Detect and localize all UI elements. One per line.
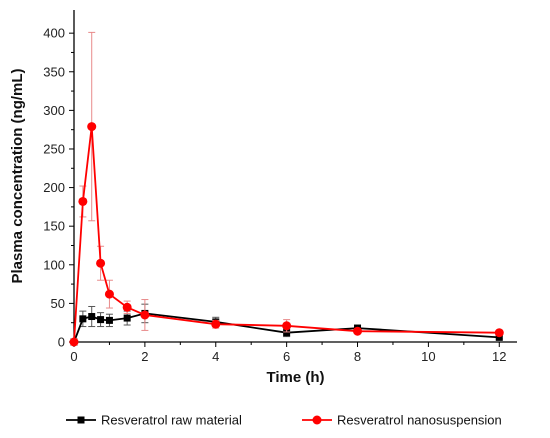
data-point	[495, 333, 503, 341]
axes: 0 2 4 6 8 10 12 0 50 100 150 200 250 300 350 400	[43, 10, 517, 364]
data-point	[69, 337, 79, 347]
legend: Resveratrol raw material Resveratrol nano…	[66, 413, 502, 428]
series-layer	[69, 31, 504, 347]
x-tick-label: 6	[283, 349, 290, 364]
data-point	[87, 122, 97, 132]
data-point	[211, 319, 221, 329]
y-tick-label: 400	[43, 26, 65, 41]
y-tick-label: 150	[43, 219, 65, 234]
legend-marker	[312, 415, 322, 425]
legend-marker	[77, 416, 85, 424]
x-tick-label: 10	[421, 349, 435, 364]
y-tick-label: 200	[43, 180, 65, 195]
data-point	[78, 196, 88, 206]
legend-label: Resveratrol raw material	[101, 413, 242, 428]
series-line	[73, 126, 500, 343]
data-point	[282, 321, 292, 331]
x-axis-title: Time (h)	[266, 369, 324, 386]
series-nanosuspension	[69, 31, 504, 347]
data-point	[123, 314, 131, 322]
x-tick-label: 0	[70, 349, 77, 364]
data-point	[494, 328, 504, 338]
data-point	[97, 316, 105, 324]
y-tick-label: 100	[43, 257, 65, 272]
y-tick-label: 50	[51, 296, 65, 311]
data-point	[283, 329, 291, 337]
legend-item-raw-material: Resveratrol raw material	[66, 413, 242, 428]
y-tick-label: 250	[43, 141, 65, 156]
data-point	[140, 310, 150, 320]
legend-label: Resveratrol nanosuspension	[337, 413, 502, 428]
y-tick-label: 0	[58, 335, 65, 350]
data-point	[79, 315, 87, 323]
data-point	[104, 289, 114, 299]
data-point	[88, 313, 96, 321]
data-point	[122, 302, 132, 312]
data-point	[105, 316, 113, 324]
data-point	[353, 326, 363, 336]
x-tick-label: 8	[354, 349, 361, 364]
x-tick-label: 2	[141, 349, 148, 364]
legend-item-nanosuspension: Resveratrol nanosuspension	[302, 413, 502, 428]
y-axis-title: Plasma concentration (ng/mL)	[9, 68, 26, 283]
x-tick-label: 12	[492, 349, 506, 364]
y-tick-label: 300	[43, 103, 65, 118]
data-point	[96, 258, 106, 268]
x-tick-label: 4	[212, 349, 219, 364]
y-tick-label: 350	[43, 64, 65, 79]
